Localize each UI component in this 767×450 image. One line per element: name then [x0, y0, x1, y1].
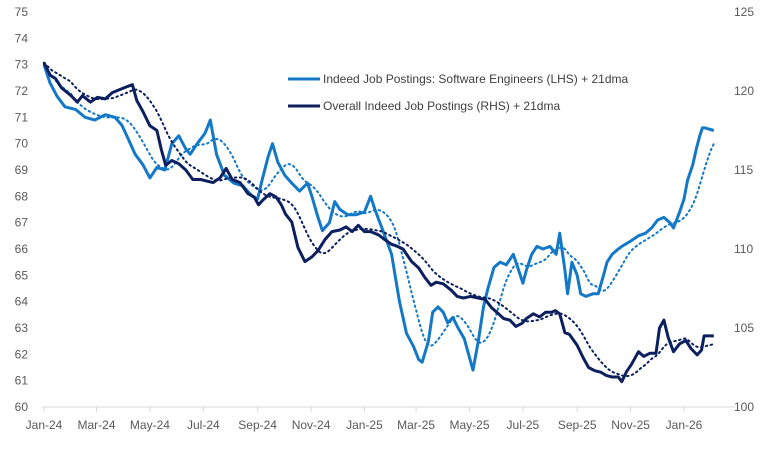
y-right-tick-label: 120: [734, 84, 754, 98]
y-left-tick-label: 63: [15, 321, 29, 335]
y-left-tick-label: 67: [15, 216, 29, 230]
y-right-tick-label: 100: [734, 400, 754, 414]
y-right-tick-label: 115: [734, 163, 753, 177]
y-left-tick-label: 75: [15, 5, 29, 19]
series-0-21dma-line: [43, 63, 715, 347]
x-tick-label: Mar-25: [397, 418, 435, 432]
y-left-tick-label: 65: [15, 268, 29, 282]
y-left-tick-label: 73: [15, 58, 29, 72]
x-tick-label: Mar-24: [78, 418, 116, 432]
x-tick-label: Jul-25: [507, 418, 540, 432]
legend-label-overall: Overall Indeed Job Postings (RHS) + 21dm…: [323, 99, 560, 113]
y-left-tick-label: 69: [15, 163, 29, 177]
x-tick-label: Jan-26: [666, 418, 703, 432]
series-1-21dma-line: [43, 61, 715, 378]
y-right-tick-label: 105: [734, 321, 754, 335]
y-left-tick-label: 62: [15, 347, 29, 361]
y-left-tick-label: 72: [15, 84, 29, 98]
x-tick-label: Nov-25: [611, 418, 650, 432]
x-tick-label: May-25: [449, 418, 489, 432]
x-tick-label: Jan-25: [346, 418, 383, 432]
x-tick-label: Sep-25: [558, 418, 597, 432]
y-left-tick-label: 68: [15, 189, 29, 203]
x-tick-label: Jan-24: [26, 418, 63, 432]
series-0-line: [42, 64, 715, 372]
y-right-tick-label: 125: [734, 5, 754, 19]
plot-area: [42, 61, 715, 384]
legend-label-software-engineers: Indeed Job Postings: Software Engineers …: [323, 72, 629, 86]
y-left-tick-label: 61: [15, 374, 29, 388]
x-tick-label: Jul-24: [187, 418, 220, 432]
x-tick-label: Sep-24: [238, 418, 277, 432]
y-left-tick-label: 60: [15, 400, 29, 414]
y-left-tick-label: 64: [15, 295, 29, 309]
y-left-tick-label: 70: [15, 137, 29, 151]
axes: Jan-24 Mar-24 May-24 Jul-24 Sep-24 Nov-24 Jan-…: [15, 5, 755, 432]
series-1-line: [42, 61, 714, 384]
y-left-tick-label: 74: [15, 31, 29, 45]
y-right-tick-label: 110: [734, 242, 753, 256]
x-tick-label: Nov-24: [292, 418, 331, 432]
legend: Indeed Job Postings: Software Engineers …: [288, 72, 629, 113]
y-left-tick-label: 71: [15, 110, 29, 124]
x-tick-label: May-24: [130, 418, 170, 432]
y-left-tick-label: 66: [15, 242, 29, 256]
